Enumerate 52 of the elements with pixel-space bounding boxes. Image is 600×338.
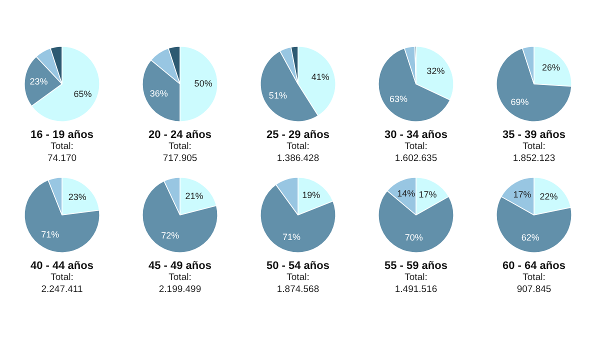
data-label: 32%	[426, 66, 445, 76]
text: 16 - 19 años	[30, 129, 94, 141]
data-label: 71%	[41, 230, 60, 240]
text: Total:	[50, 272, 74, 284]
data-label: 69%	[510, 96, 529, 107]
text: 1.852.123	[512, 153, 556, 165]
text: 55 - 59 años	[384, 260, 448, 272]
text: 45 - 49 años	[148, 260, 212, 272]
data-label: 41%	[311, 72, 330, 82]
data-label: 21%	[185, 191, 204, 202]
text: 717.905	[162, 153, 198, 165]
text: Total:	[522, 272, 546, 284]
text: 907.845	[516, 284, 552, 296]
text: Total:	[168, 272, 192, 284]
text: Total:	[168, 141, 192, 153]
data-label: 14%	[397, 188, 416, 198]
data-label: 70%	[404, 232, 423, 243]
text: 2.247.411	[40, 284, 84, 296]
text: 2.199.499	[158, 284, 202, 296]
data-label: 17%	[513, 189, 532, 200]
text: 1.874.568	[276, 284, 320, 296]
text: Total:	[50, 141, 74, 153]
text: Total:	[404, 272, 428, 284]
text: 74.170	[46, 153, 78, 165]
data-label: 51%	[268, 90, 287, 100]
data-label: 71%	[282, 232, 301, 242]
text: 50 - 54 años	[266, 260, 330, 272]
data-label: 26%	[542, 62, 560, 73]
data-label: 63%	[390, 94, 408, 104]
data-label: 50%	[194, 78, 212, 88]
text: 1.602.635	[394, 153, 438, 165]
data-label: 36%	[150, 88, 168, 98]
text: 25 - 29 años	[266, 129, 330, 141]
text: 20 - 24 años	[148, 129, 212, 141]
data-label: 19%	[302, 190, 320, 200]
text: 1.491.516	[394, 284, 438, 296]
text: Total:	[286, 272, 310, 284]
text: 60 - 64 años	[502, 260, 566, 272]
data-label: 65%	[74, 89, 92, 100]
text: Total:	[404, 141, 428, 153]
data-label: 72%	[161, 230, 180, 241]
text: 35 - 39 años	[502, 129, 566, 141]
data-label: 23%	[68, 192, 86, 202]
data-label: 23%	[30, 76, 48, 86]
data-label: 22%	[540, 191, 558, 202]
text: 30 - 34 años	[384, 129, 448, 141]
text: 40 - 44 años	[30, 260, 94, 272]
data-label: 17%	[418, 189, 437, 200]
text: Total:	[286, 141, 310, 153]
data-label: 62%	[521, 232, 540, 243]
text: Total:	[522, 141, 546, 153]
text: 1.386.428	[276, 153, 320, 165]
